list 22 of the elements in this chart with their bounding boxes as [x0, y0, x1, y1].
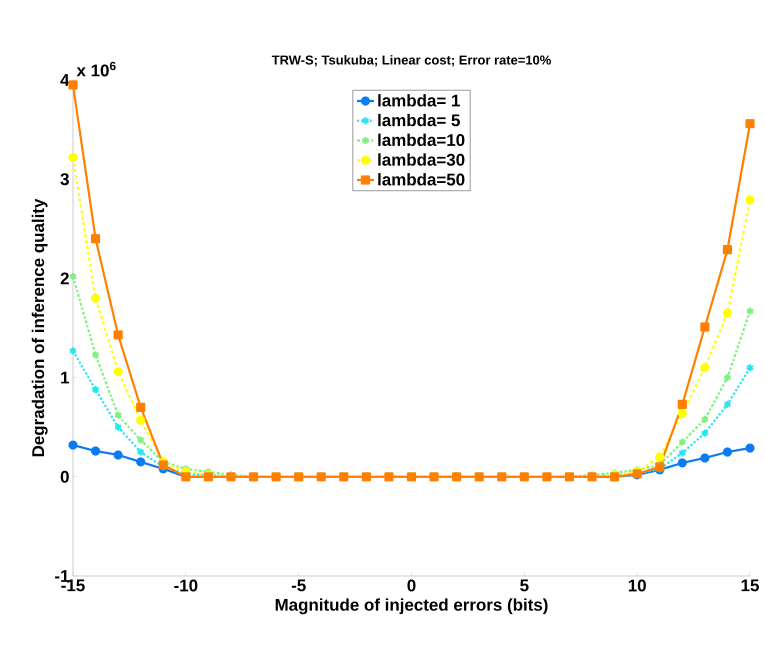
- legend-label: lambda=50: [378, 173, 464, 186]
- legend-label: lambda= 5: [378, 114, 460, 126]
- y-tick-label: -1: [55, 570, 70, 582]
- x-tick-label: -5: [292, 580, 306, 592]
- legend-label: lambda= 1: [378, 94, 460, 107]
- x-tick-label: -15: [61, 580, 85, 592]
- y-tick-label: 4: [60, 74, 70, 86]
- y-tick-label: 2: [60, 272, 69, 284]
- x-tick-label: 10: [628, 580, 646, 592]
- text: x 10$^{6}$: [76, 62, 116, 76]
- x-tick-label: 5: [520, 580, 529, 592]
- x-tick-label: 0: [407, 580, 416, 592]
- x-axis-title: Magnitude of injected errors (bits): [276, 598, 548, 614]
- y-tick-label: 0: [60, 470, 69, 483]
- x-tick-label: -10: [174, 580, 198, 592]
- y-tick-label: 3: [60, 173, 69, 186]
- legend-label: lambda=30: [378, 153, 464, 166]
- chart-title: TRW-S; Tsukuba; Linear cost; Error rate=10%: [272, 55, 551, 66]
- y-axis-title: Degradation of inference quality: [32, 198, 48, 456]
- x-tick-label: 15: [742, 580, 759, 592]
- y-tick-label: 1: [61, 372, 70, 384]
- legend-label: lambda=10: [378, 134, 464, 146]
